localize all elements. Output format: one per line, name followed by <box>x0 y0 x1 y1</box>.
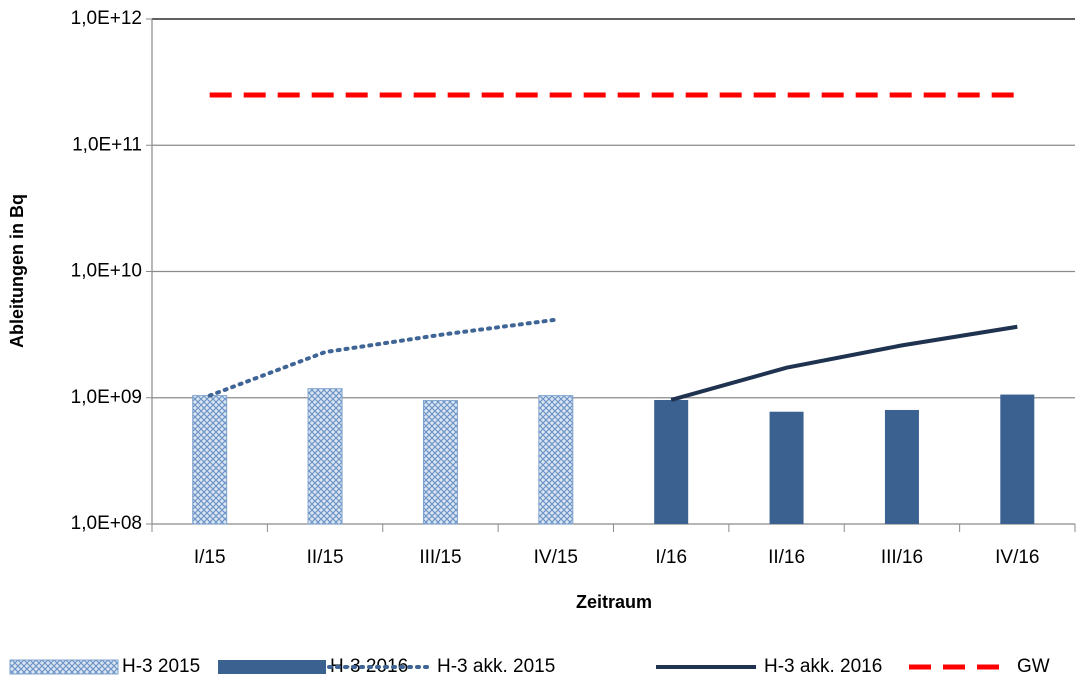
y-tick-label: 1,0E+10 <box>71 261 142 282</box>
x-tick-label: I/15 <box>194 547 226 568</box>
bar <box>192 395 228 525</box>
bar <box>422 400 458 525</box>
x-tick-label: III/15 <box>419 547 461 568</box>
legend-label: H-3 2015 <box>122 656 200 677</box>
legend-label: H-3 akk. 2015 <box>437 656 555 677</box>
x-tick-label: II/16 <box>768 547 805 568</box>
legend-swatch <box>218 660 326 674</box>
y-axis-title: Ableitungen in Bq <box>7 194 27 348</box>
y-tick-label: 1,0E+12 <box>71 8 142 29</box>
legend-label: H-3 akk. 2016 <box>764 656 882 677</box>
x-tick-label: III/16 <box>881 547 923 568</box>
y-tick-label: 1,0E+11 <box>72 134 142 155</box>
y-tick-label: 1,0E+09 <box>71 387 142 408</box>
bar <box>654 399 689 524</box>
line <box>670 324 1018 402</box>
bar <box>769 411 804 524</box>
legend-label: GW <box>1017 656 1050 677</box>
x-tick-label: IV/15 <box>534 547 578 568</box>
legend-swatch <box>9 659 119 675</box>
x-tick-label: I/16 <box>655 547 687 568</box>
y-tick-label: 1,0E+08 <box>71 513 142 534</box>
line <box>207 317 558 398</box>
bar <box>884 409 919 524</box>
bar <box>307 388 343 525</box>
x-axis-title: Zeitraum <box>576 592 652 612</box>
bar <box>538 395 574 525</box>
bar <box>1000 394 1035 524</box>
x-tick-label: II/15 <box>307 547 344 568</box>
x-tick-label: IV/16 <box>995 547 1039 568</box>
